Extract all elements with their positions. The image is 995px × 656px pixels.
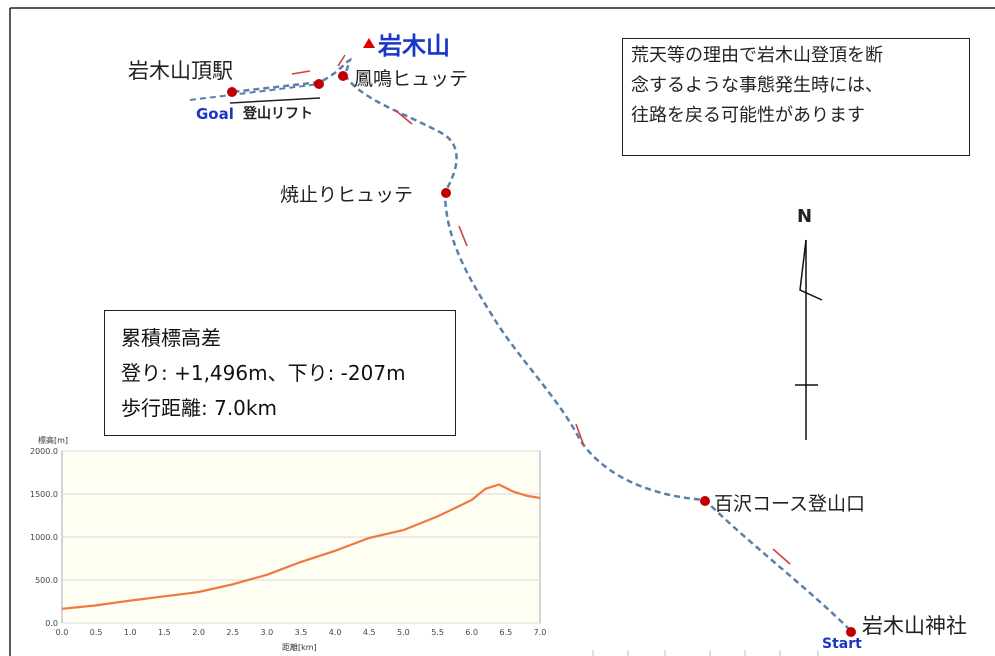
houmei-hut-label: 鳳鳴ヒュッテ xyxy=(354,68,469,90)
chart-y-tick: 1500.0 xyxy=(30,490,58,499)
peak-triangle-icon xyxy=(363,38,375,48)
lift-top-point xyxy=(314,79,324,89)
chart-x-tick: 0.0 xyxy=(56,628,69,637)
chart-x-tick: 3.5 xyxy=(295,628,308,637)
chart-y-label: 標高[m] xyxy=(38,436,69,445)
chart-x-tick: 1.5 xyxy=(158,628,171,637)
trailhead-point xyxy=(700,496,710,506)
stats-distance: 歩行距離: 7.0km xyxy=(121,396,277,420)
trailhead-label: 百沢コース登山口 xyxy=(714,493,866,515)
notice-box: 荒天等の理由で岩木山登頂を断 念するような事態発生時には、 往路を戻る可能性があ… xyxy=(622,38,970,156)
summit-station-label: 岩木山頂駅 xyxy=(128,59,233,83)
chart-y-tick: 0.0 xyxy=(45,619,58,628)
chart-y-tick: 500.0 xyxy=(35,576,58,585)
chart-x-tick: 0.5 xyxy=(90,628,103,637)
lift-label: 登山リフト xyxy=(243,106,313,122)
lift-cable xyxy=(229,97,321,104)
shrine-label: 岩木山神社 xyxy=(862,614,967,638)
goal-label: Goal xyxy=(196,105,234,123)
chart-x-tick: 6.5 xyxy=(499,628,512,637)
houmei-point xyxy=(338,71,348,81)
yakedomari-point xyxy=(441,188,451,198)
ruler-ticks xyxy=(592,650,819,656)
chart-x-tick: 6.0 xyxy=(465,628,478,637)
north-label: N xyxy=(797,206,813,227)
chart-y-tick: 2000.0 xyxy=(30,447,58,456)
chart-x-tick: 2.5 xyxy=(226,628,239,637)
start-label: Start xyxy=(822,636,862,652)
north-arrow-icon xyxy=(795,239,823,440)
summit-station-point xyxy=(227,87,237,97)
chart-x-tick: 2.0 xyxy=(192,628,205,637)
chart-x-tick: 5.0 xyxy=(397,628,410,637)
notice-line: 荒天等の理由で岩木山登頂を断 xyxy=(631,45,883,66)
chart-x-tick: 7.0 xyxy=(534,628,547,637)
elevation-chart: 0.0 500.0 1000.0 1500.0 2000.0 0.0 0.5 1.0 1.5 2.… xyxy=(30,447,546,637)
yakedomari-hut-label: 焼止りヒュッテ xyxy=(280,184,414,206)
notice-line: 往路を戻る可能性があります xyxy=(631,105,865,126)
chart-x-label: 距離[km] xyxy=(282,643,317,652)
chart-x-tick: 3.0 xyxy=(260,628,273,637)
stats-climb: 登り: +1,496m、下り: -207m xyxy=(121,361,406,385)
notice-line: 念するような事態発生時には、 xyxy=(631,75,883,96)
chart-x-tick: 4.5 xyxy=(363,628,376,637)
lift-line xyxy=(189,83,321,101)
elevation-line xyxy=(61,483,541,610)
direction-arrows xyxy=(291,54,791,565)
peak-label: 岩木山 xyxy=(378,32,450,60)
chart-x-tick: 5.5 xyxy=(431,628,444,637)
chart-x-tick: 4.0 xyxy=(329,628,342,637)
chart-x-tick: 1.0 xyxy=(124,628,137,637)
chart-y-tick: 1000.0 xyxy=(30,533,58,542)
stats-title: 累積標高差 xyxy=(121,326,221,350)
shrine-point xyxy=(846,627,856,637)
elevation-stats-box: 累積標高差 登り: +1,496m、下り: -207m 歩行距離: 7.0km xyxy=(104,310,456,436)
